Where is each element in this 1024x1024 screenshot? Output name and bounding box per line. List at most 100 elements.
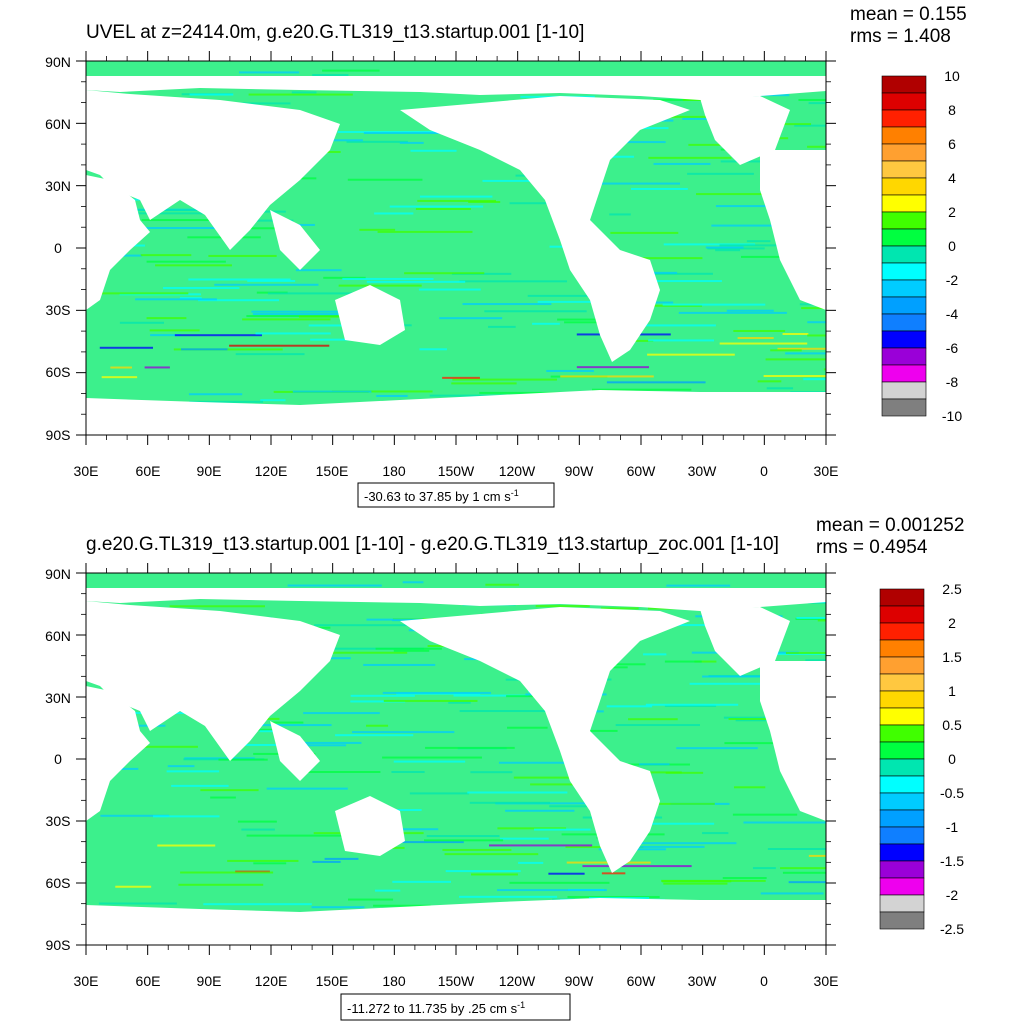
current-streak xyxy=(760,892,824,895)
current-streak xyxy=(623,280,722,283)
land-antarctica xyxy=(86,898,826,945)
land-arctic xyxy=(86,76,826,100)
current-streak xyxy=(567,895,660,898)
current-streak xyxy=(228,102,291,105)
current-streak xyxy=(737,337,774,340)
current-streak xyxy=(93,292,189,295)
colorbar-label: -10 xyxy=(942,408,962,424)
current-streak xyxy=(807,334,826,337)
current-streak xyxy=(720,160,791,163)
lon-label: 30E xyxy=(814,463,839,479)
colorbar-box xyxy=(879,588,925,607)
lon-label: 30E xyxy=(74,973,99,989)
colorbar-box xyxy=(879,826,925,845)
current-streak xyxy=(702,675,794,678)
current-streak xyxy=(389,205,484,208)
current-streak xyxy=(346,140,408,143)
range-box: -30.63 to 37.85 by 1 cm s-1 xyxy=(357,482,555,508)
current-streak xyxy=(653,162,711,165)
current-streak xyxy=(166,770,220,773)
current-streak xyxy=(246,315,348,318)
current-streak xyxy=(628,718,678,721)
colorbar-label: 4 xyxy=(948,170,956,186)
current-streak xyxy=(471,873,518,876)
current-streak xyxy=(330,651,408,654)
land-masses xyxy=(86,588,826,945)
current-streak xyxy=(663,243,756,246)
current-streak xyxy=(723,716,782,719)
colorbar-label: 2.5 xyxy=(942,581,962,597)
current-streak xyxy=(470,771,513,774)
current-streak xyxy=(359,228,396,231)
lon-label: 90E xyxy=(197,973,222,989)
current-streak xyxy=(743,821,826,824)
current-streak xyxy=(610,663,646,666)
current-streak xyxy=(479,391,572,394)
current-streak xyxy=(630,842,737,845)
map-frame: 90N 60N 30N 0 30S 60S 90S 30E 60E 90E 12… xyxy=(45,51,838,479)
current-streak xyxy=(141,219,229,222)
current-streak xyxy=(101,376,138,379)
current-streak xyxy=(782,332,809,335)
current-streak xyxy=(189,400,264,403)
colorbar-box xyxy=(881,75,927,94)
current-streak xyxy=(208,254,277,257)
current-streak xyxy=(318,647,424,650)
current-streak xyxy=(497,827,567,830)
current-streak xyxy=(295,269,342,272)
current-streak xyxy=(588,897,650,900)
current-streak xyxy=(417,199,496,202)
colorbar-box xyxy=(881,279,927,298)
lon-label: 0 xyxy=(760,973,768,989)
current-streak xyxy=(293,741,362,744)
land-eurasia xyxy=(86,90,340,250)
colorbar-box xyxy=(879,775,925,794)
current-streak xyxy=(115,212,226,215)
lon-label: 60E xyxy=(136,463,161,479)
lon-label: 60W xyxy=(627,463,657,479)
lon-label: 90W xyxy=(565,973,595,989)
colorbar-label: 10 xyxy=(944,68,960,84)
lat-label: 90S xyxy=(46,937,71,953)
lon-label: 180 xyxy=(382,973,406,989)
current-streak xyxy=(167,765,195,768)
current-streak xyxy=(488,325,516,328)
colorbar-box xyxy=(881,211,927,230)
current-streak xyxy=(606,705,653,708)
lat-labels: 90N 60N 30N 0 30S 60S 90S xyxy=(45,566,71,953)
range-unit-exponent: -1 xyxy=(517,1000,525,1010)
colorbar-box xyxy=(879,843,925,862)
current-streak xyxy=(462,303,552,306)
current-streak xyxy=(311,906,365,909)
lon-label: 150W xyxy=(438,463,475,479)
lat-label: 30S xyxy=(46,813,71,829)
current-streak xyxy=(604,845,705,848)
lon-label: 120E xyxy=(255,973,288,989)
current-streak xyxy=(573,729,618,732)
colorbar-box xyxy=(879,656,925,675)
current-streak xyxy=(242,318,331,321)
current-streak xyxy=(255,332,331,335)
current-streak xyxy=(393,760,466,763)
land-australia xyxy=(335,796,405,856)
land-antarctica xyxy=(86,390,826,435)
current-streak xyxy=(312,657,351,660)
current-streak xyxy=(763,375,826,378)
current-streak xyxy=(111,254,143,257)
colorbar-box xyxy=(881,92,927,111)
current-streak xyxy=(641,802,715,805)
colorbar-box xyxy=(881,126,927,145)
current-streak xyxy=(348,898,394,901)
range-label: -30.63 to 37.85 by 1 cm s xyxy=(364,489,511,504)
current-streak xyxy=(352,731,455,734)
current-streak xyxy=(485,583,520,586)
current-streak xyxy=(227,859,299,862)
colorbar-label: 0.5 xyxy=(942,717,962,733)
panel-bottom: g.e20.G.TL319_t13.startup.001 [1-10] - g… xyxy=(45,515,964,1021)
current-streak xyxy=(426,835,500,838)
current-streak xyxy=(564,321,612,324)
current-streak xyxy=(788,881,826,884)
current-streak xyxy=(560,375,654,378)
colorbar-label: 8 xyxy=(948,102,956,118)
current-streak xyxy=(801,307,826,310)
